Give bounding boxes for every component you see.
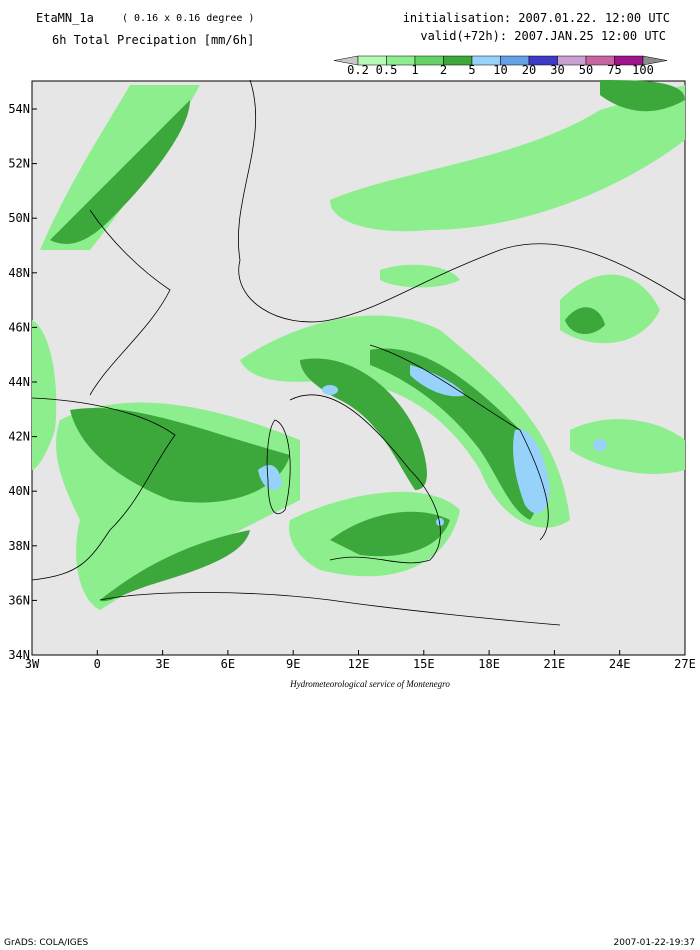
- footer-left: GrADS: COLA/IGES: [4, 938, 88, 948]
- resolution: ( 0.16 x 0.16 degree ): [122, 13, 254, 24]
- valid-time: valid(+72h): 2007.JAN.25 12:00 UTC: [420, 29, 666, 43]
- lat-label: 44N: [8, 375, 30, 389]
- colorbar-label: 100: [632, 63, 654, 77]
- lon-label: 0: [94, 657, 101, 671]
- lon-label: 15E: [413, 657, 435, 671]
- lon-label: 6E: [221, 657, 235, 671]
- lon-label: 9E: [286, 657, 300, 671]
- map: Hydrometeorological service of Montenegr…: [8, 79, 696, 689]
- lat-label: 52N: [8, 157, 30, 171]
- colorbar-label: 10: [493, 63, 507, 77]
- lat-label: 34N: [8, 648, 30, 662]
- colorbar-label: 50: [579, 63, 593, 77]
- lat-label: 54N: [8, 102, 30, 116]
- field-name: 6h Total Precipation [mm/6h]: [52, 33, 254, 47]
- colorbar: 0.2 0.5 1 2 5 10 20 30 50 75 100: [333, 55, 668, 77]
- lat-label: 40N: [8, 484, 30, 498]
- lat-label: 38N: [8, 539, 30, 553]
- lon-label: 3W: [25, 657, 40, 671]
- coastlines: [31, 79, 686, 626]
- lon-label: 3E: [155, 657, 169, 671]
- lon-label: 12E: [348, 657, 370, 671]
- precip-heavy: [50, 80, 685, 602]
- colorbar-label: 75: [607, 63, 621, 77]
- lat-label: 36N: [8, 593, 30, 607]
- colorbar-above: [642, 55, 668, 66]
- colorbar-label: 2: [440, 63, 447, 77]
- lon-label: 24E: [609, 657, 631, 671]
- colorbar-label: 0.5: [376, 63, 398, 77]
- model-name: EtaMN_1a: [36, 11, 94, 25]
- footer-right: 2007-01-22-19:37: [614, 938, 696, 948]
- colorbar-label: 30: [550, 63, 564, 77]
- lon-label: 18E: [478, 657, 500, 671]
- colorbar-label: 0.2: [347, 63, 369, 77]
- lon-label: 21E: [544, 657, 566, 671]
- lat-label: 50N: [8, 211, 30, 225]
- lat-label: 48N: [8, 266, 30, 280]
- init-time: initialisation: 2007.01.22. 12:00 UTC: [403, 11, 670, 25]
- lon-label: 27E: [674, 657, 696, 671]
- lat-label: 42N: [8, 430, 30, 444]
- lat-label: 46N: [8, 320, 30, 334]
- colorbar-label: 20: [522, 63, 536, 77]
- precip-blue: [258, 365, 607, 526]
- credit: Hydrometeorological service of Montenegr…: [289, 679, 450, 689]
- colorbar-label: 5: [468, 63, 475, 77]
- colorbar-label: 1: [411, 63, 418, 77]
